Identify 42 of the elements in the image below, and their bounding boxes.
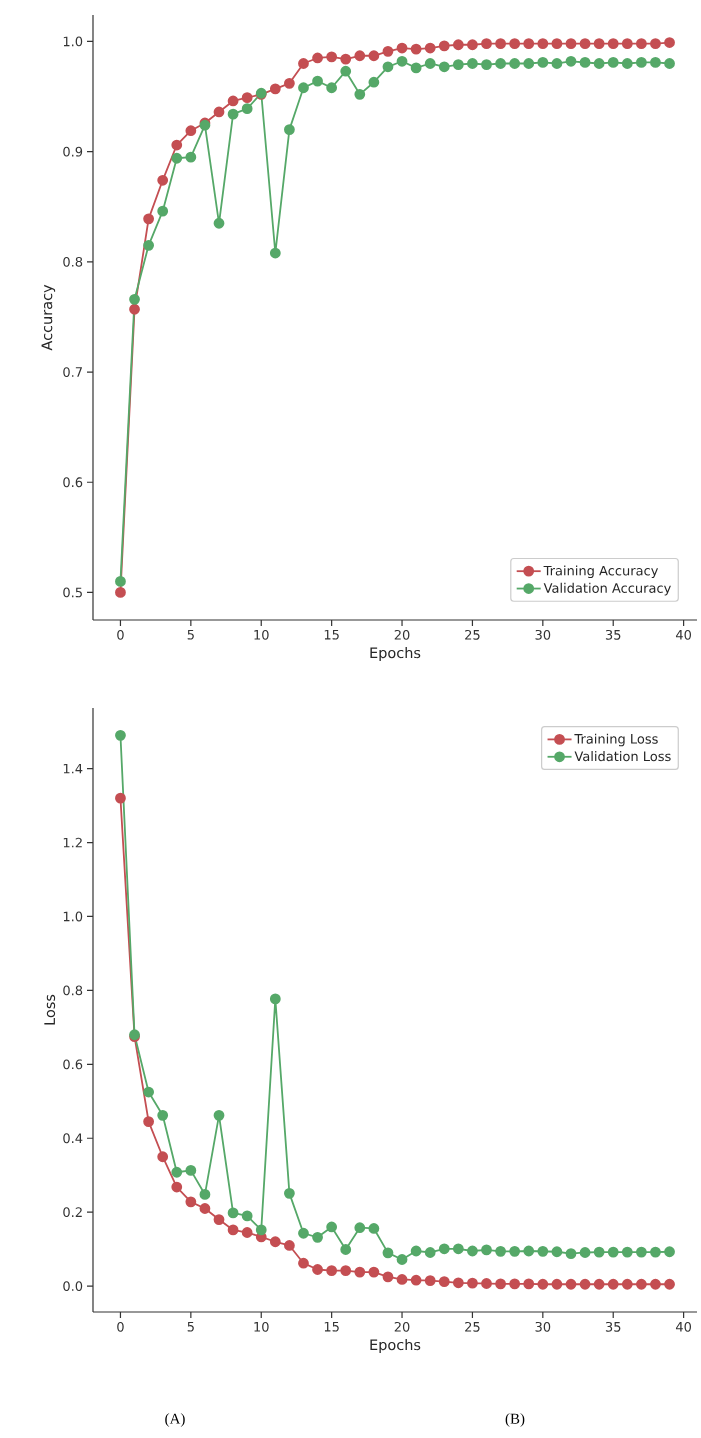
x-axis-title: Epochs xyxy=(370,647,421,662)
x-tick-label: 5 xyxy=(187,1321,194,1332)
x-tick-label: 30 xyxy=(535,629,551,640)
x-tick-label: 0 xyxy=(117,1321,124,1332)
x-tick-label: 35 xyxy=(605,629,621,640)
y-tick-label: 1.4 xyxy=(63,763,83,774)
y-tick-label: 1.2 xyxy=(63,837,82,848)
x-tick-label: 30 xyxy=(535,1321,551,1332)
y-tick-label: 0.7 xyxy=(63,367,82,377)
x-tick-label: 35 xyxy=(605,1321,621,1332)
x-tick-label: 15 xyxy=(324,1321,339,1332)
x-tick-label: 40 xyxy=(675,1321,692,1332)
x-tick-label: 20 xyxy=(394,1321,410,1332)
x-tick-label: 10 xyxy=(254,629,269,640)
x-tick-label: 15 xyxy=(324,629,339,640)
x-axis-title: Epochs xyxy=(370,1339,421,1354)
y-tick-label: 0.8 xyxy=(63,256,83,267)
legend-label: Training Accuracy xyxy=(543,565,659,579)
y-tick-label: 0.4 xyxy=(63,1133,83,1144)
legend-label: Training Loss xyxy=(574,733,658,747)
y-tick-label: 0.6 xyxy=(63,1059,83,1070)
x-tick-label: 40 xyxy=(675,629,692,640)
y-tick-label: 0.5 xyxy=(63,587,82,598)
y-tick-label: 1.0 xyxy=(63,911,83,922)
x-tick-label: 20 xyxy=(394,629,410,640)
text: (A) xyxy=(165,1413,185,1427)
text: (B) xyxy=(505,1413,525,1427)
x-tick-label: 5 xyxy=(187,629,194,640)
x-tick-label: 25 xyxy=(465,1321,480,1332)
legend-label: Validation Accuracy xyxy=(543,582,671,596)
y-tick-label: 1.0 xyxy=(63,36,83,47)
y-tick-label: 0.0 xyxy=(63,1281,83,1292)
y-tick-label: 0.8 xyxy=(63,985,83,996)
legend-label: Validation Loss xyxy=(574,751,671,762)
x-tick-label: 10 xyxy=(254,1321,269,1332)
y-axis-title: Loss xyxy=(44,994,56,1025)
y-tick-label: 0.9 xyxy=(63,146,83,157)
x-tick-label: 0 xyxy=(117,629,124,640)
y-tick-label: 0.2 xyxy=(63,1207,82,1218)
x-tick-label: 25 xyxy=(465,629,480,640)
y-axis-title: Accuracy xyxy=(41,284,56,351)
y-tick-label: 0.6 xyxy=(63,477,83,488)
